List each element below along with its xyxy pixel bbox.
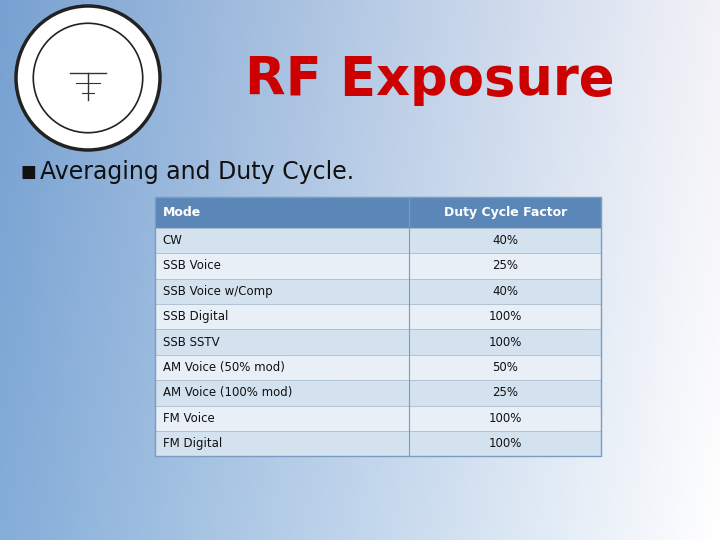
Text: 50%: 50% xyxy=(492,361,518,374)
Bar xyxy=(155,431,601,456)
Text: Mode: Mode xyxy=(163,206,201,219)
Bar xyxy=(155,228,601,253)
Text: Duty Cycle Factor: Duty Cycle Factor xyxy=(444,206,567,219)
Text: I: I xyxy=(105,136,109,141)
Text: E: E xyxy=(135,36,141,42)
Text: FM Digital: FM Digital xyxy=(163,437,222,450)
Text: O: O xyxy=(42,122,50,129)
Text: C: C xyxy=(139,107,145,114)
Text: RF Exposure: RF Exposure xyxy=(246,54,615,106)
Bar xyxy=(155,279,601,304)
Text: T: T xyxy=(99,137,104,143)
Text: ,: , xyxy=(122,127,127,132)
Text: W9UUU: W9UUU xyxy=(69,41,107,50)
Text: .: . xyxy=(143,103,148,107)
Text: I: I xyxy=(87,139,89,144)
Text: V: V xyxy=(63,15,70,22)
Text: 25%: 25% xyxy=(492,259,518,273)
Text: N: N xyxy=(135,112,143,120)
Bar xyxy=(155,355,601,380)
Text: A: A xyxy=(112,18,119,24)
Text: R: R xyxy=(142,48,149,55)
Bar xyxy=(155,253,601,279)
Text: Y: Y xyxy=(99,14,105,19)
Text: S: S xyxy=(45,25,52,32)
Text: 100%: 100% xyxy=(489,335,522,349)
Text: O: O xyxy=(110,133,117,139)
Text: AM Voice (100% mod): AM Voice (100% mod) xyxy=(163,386,292,400)
Text: C: C xyxy=(79,138,84,144)
Text: 100%: 100% xyxy=(489,437,522,450)
Text: A: A xyxy=(40,30,46,37)
Text: AM Voice (50% mod): AM Voice (50% mod) xyxy=(163,361,284,374)
Text: B: B xyxy=(35,36,42,43)
Text: H: H xyxy=(50,21,58,28)
Text: A: A xyxy=(53,130,60,137)
Text: SSB Voice: SSB Voice xyxy=(163,259,220,273)
Text: N: N xyxy=(116,130,123,137)
Text: A: A xyxy=(125,25,131,32)
Text: SSB Digital: SSB Digital xyxy=(163,310,228,323)
Text: 100%: 100% xyxy=(489,411,522,425)
Text: 40%: 40% xyxy=(492,285,518,298)
Text: CW: CW xyxy=(163,234,183,247)
Text: A: A xyxy=(71,14,77,19)
Text: 25%: 25% xyxy=(492,386,518,400)
Bar xyxy=(155,329,601,355)
Text: Averaging and Duty Cycle.: Averaging and Duty Cycle. xyxy=(40,160,354,184)
Text: L: L xyxy=(86,12,90,17)
Text: S: S xyxy=(66,135,72,141)
Text: O: O xyxy=(72,137,78,143)
Text: SINCE 1927: SINCE 1927 xyxy=(70,113,107,118)
Text: 100%: 100% xyxy=(489,310,522,323)
Text: L: L xyxy=(78,12,83,18)
Text: A: A xyxy=(30,107,37,114)
Text: U: U xyxy=(138,42,145,49)
Bar xyxy=(155,197,601,228)
Bar xyxy=(155,304,601,329)
Bar xyxy=(155,197,601,456)
Text: A: A xyxy=(30,42,37,48)
Circle shape xyxy=(16,6,160,150)
Text: SSB Voice w/Comp: SSB Voice w/Comp xyxy=(163,285,272,298)
Text: I: I xyxy=(39,118,44,124)
Text: E: E xyxy=(93,12,98,18)
Text: D: D xyxy=(34,112,41,119)
Text: 40%: 40% xyxy=(492,234,518,247)
Text: FM Voice: FM Voice xyxy=(163,411,215,425)
Bar xyxy=(155,380,601,406)
Text: M: M xyxy=(118,21,126,29)
Bar xyxy=(155,406,601,431)
Text: SSB SSTV: SSB SSTV xyxy=(163,335,220,349)
Text: S: S xyxy=(60,133,66,139)
Text: T: T xyxy=(130,30,136,37)
Text: A: A xyxy=(92,138,97,144)
Text: R: R xyxy=(27,102,34,108)
Text: I: I xyxy=(132,118,138,124)
Text: W: W xyxy=(27,47,35,56)
Text: ■: ■ xyxy=(20,163,36,181)
